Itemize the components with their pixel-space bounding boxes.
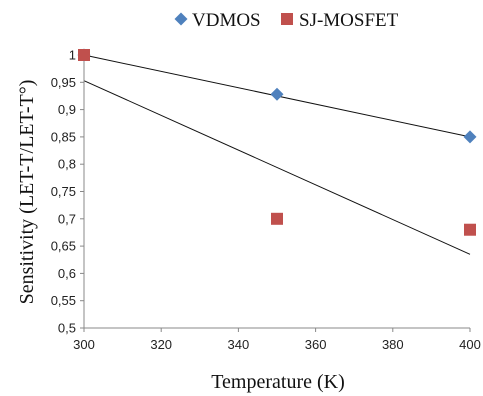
legend-label-vdmos: VDMOS — [192, 10, 261, 31]
x-axis-ticks: 300 320 340 360 380 400 — [73, 328, 481, 352]
legend-label-sj-mosfet: SJ-MOSFET — [299, 10, 399, 31]
vdmos-point — [270, 87, 284, 101]
data-points — [77, 48, 477, 236]
x-tick-label: 320 — [150, 337, 172, 352]
legend-marker-vdmos — [174, 12, 188, 26]
sj-mosfet-trendline — [83, 80, 471, 255]
y-tick-label: 1 — [69, 48, 76, 63]
sj-mosfet-point — [271, 212, 283, 225]
y-tick-label: 0,9 — [58, 102, 76, 117]
legend-marker-sj-mosfet — [281, 13, 293, 25]
y-tick-label: 0,65 — [51, 239, 76, 254]
legend: VDMOS SJ-MOSFET — [174, 10, 399, 31]
y-tick-label: 0,8 — [58, 157, 76, 172]
axes — [83, 53, 470, 329]
x-tick-label: 340 — [228, 337, 250, 352]
y-tick-label: 0,6 — [58, 266, 76, 281]
y-tick-label: 0,55 — [51, 293, 76, 308]
y-axis-ticks: 0,5 0,55 0,6 0,65 0,7 0,75 0,8 0,85 0,9 0,95 1 — [51, 48, 84, 336]
y-tick-label: 0,75 — [51, 184, 76, 199]
y-axis-label: Sensitivity (LET-T/LET-T°) — [16, 80, 38, 305]
sj-mosfet-point — [78, 49, 90, 61]
y-tick-label: 0,95 — [51, 75, 76, 90]
y-tick-label: 0,7 — [58, 211, 76, 226]
vdmos-point — [463, 130, 477, 144]
x-tick-label: 300 — [73, 337, 95, 352]
x-tick-label: 380 — [382, 337, 404, 352]
y-tick-label: 0,5 — [58, 321, 76, 336]
y-tick-label: 0,85 — [51, 129, 76, 144]
x-axis-label: Temperature (K) — [211, 371, 345, 393]
x-tick-label: 400 — [459, 337, 481, 352]
x-tick-label: 360 — [305, 337, 327, 352]
sj-mosfet-point — [464, 223, 476, 236]
